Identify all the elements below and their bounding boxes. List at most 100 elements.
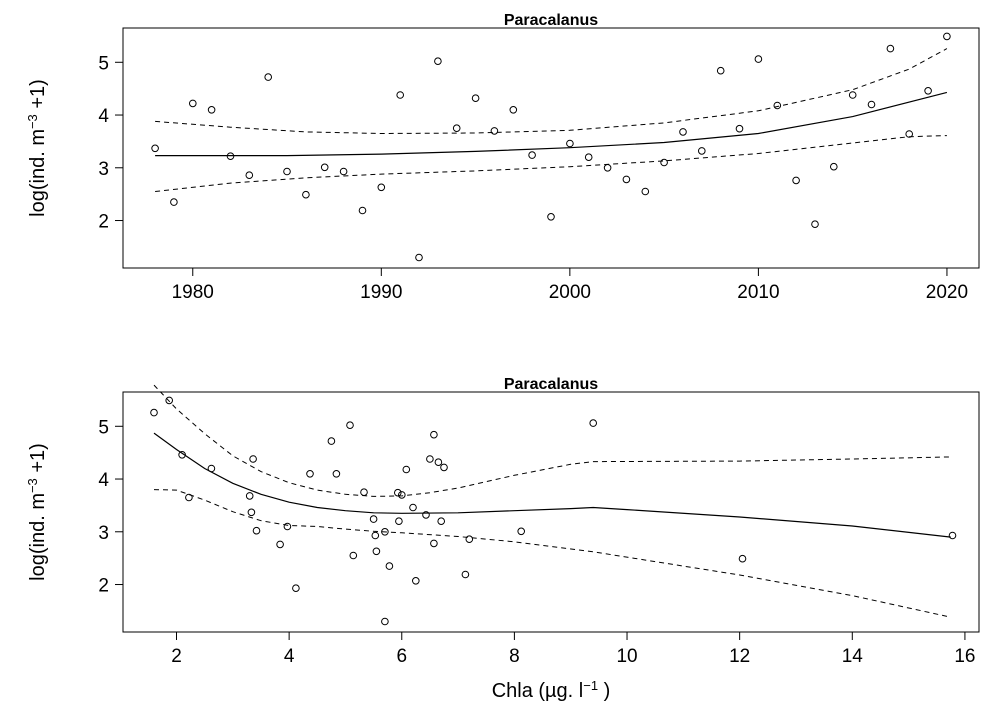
data-point (151, 144, 159, 153)
data-point (792, 176, 800, 185)
data-point (437, 517, 446, 526)
data-point (867, 100, 876, 109)
y-tick-label: 2 (98, 576, 109, 597)
data-point (622, 175, 631, 184)
data-point (415, 253, 423, 262)
data-point (372, 547, 381, 556)
x-axis-label-text: Chla (µg. l (492, 680, 584, 702)
y-tick-label: 2 (98, 212, 109, 233)
data-point (490, 127, 499, 135)
data-point (381, 528, 389, 536)
chart-title: Paracalanus (504, 376, 598, 393)
y-axis-label-suffix: +1) (27, 443, 49, 478)
data-point (943, 32, 951, 41)
x-tick-label: 1990 (360, 282, 402, 303)
data-point (396, 91, 405, 99)
data-point (358, 206, 367, 215)
panel-2: Paracalanus 2 4 6 8 10 12 14 16 2 3 4 5 log(ind. m−3 … (25, 376, 980, 702)
x-tick-label: 8 (509, 646, 520, 667)
data-point (426, 455, 434, 463)
data-point (283, 167, 291, 176)
data-point (566, 139, 574, 148)
data-point (924, 87, 932, 95)
data-point (371, 531, 380, 540)
fitted-trend-line (153, 432, 951, 538)
data-point (346, 421, 354, 430)
x-tick-label: 12 (729, 646, 750, 667)
data-point (716, 66, 725, 75)
data-point (517, 527, 526, 536)
data-point (528, 151, 536, 159)
data-point (207, 464, 216, 473)
data-point (189, 99, 197, 108)
data-point (905, 130, 914, 138)
data-point (440, 463, 448, 472)
data-point (660, 158, 668, 167)
data-point (509, 106, 518, 114)
x-tick-label: 2010 (737, 282, 779, 303)
data-point (811, 220, 819, 228)
data-point (377, 183, 386, 192)
x-axis-label-superscript: −1 (583, 678, 598, 693)
data-point (252, 526, 261, 535)
data-point (165, 396, 173, 405)
data-point (395, 517, 403, 526)
data-point (603, 164, 612, 172)
y-tick-label: 5 (98, 53, 109, 74)
confidence-band-lower (155, 135, 947, 192)
data-point (848, 91, 857, 99)
data-point (178, 451, 186, 459)
data-point (369, 515, 378, 523)
data-point (276, 540, 284, 549)
data-point (641, 187, 650, 196)
data-point (402, 465, 411, 474)
data-point (327, 437, 336, 445)
x-tick-label: 1980 (172, 282, 214, 303)
data-point (207, 106, 216, 114)
y-axis-label-superscript: −3 (25, 114, 40, 129)
data-point (679, 128, 687, 136)
y-tick-label: 3 (98, 523, 109, 544)
data-point (754, 55, 763, 63)
confidence-band-lower (153, 489, 951, 618)
data-point (226, 152, 235, 160)
y-axis-label-text: log(ind. m (27, 129, 49, 217)
data-point (434, 458, 443, 467)
data-point (249, 455, 257, 463)
data-point (430, 539, 438, 548)
y-axis-label: log(ind. m−3 +1) (25, 79, 50, 217)
data-point (461, 570, 470, 579)
data-point (471, 94, 480, 102)
y-axis-label: log(ind. m−3 +1) (25, 443, 50, 581)
data-point (292, 584, 300, 593)
data-point (360, 488, 368, 497)
x-tick-label: 16 (954, 646, 975, 667)
panel-1: Paracalanus 1980 1990 2000 2010 2020 2 3 4 5 log(i… (25, 12, 980, 303)
data-point (332, 470, 341, 478)
y-axis-label-suffix: +1) (27, 79, 49, 114)
x-tick-label: 14 (842, 646, 864, 667)
data-point (948, 531, 957, 540)
data-point (245, 171, 254, 179)
data-point (320, 163, 329, 172)
data-point (422, 511, 430, 519)
data-point (185, 493, 193, 502)
data-point (398, 491, 406, 499)
data-point (349, 551, 358, 560)
data-point (339, 167, 348, 176)
x-tick-label: 6 (396, 646, 407, 667)
data-point (170, 198, 178, 206)
data-point (698, 147, 706, 155)
data-point (306, 470, 314, 478)
x-axis-label: Chla (µg. l−1 ) (492, 678, 611, 703)
data-point (247, 508, 256, 517)
data-point (394, 488, 402, 497)
x-tick-label: 2020 (926, 282, 968, 303)
y-tick-label: 4 (98, 470, 109, 491)
chart-title: Paracalanus (504, 12, 598, 29)
plot-frame (122, 391, 980, 633)
data-point (886, 44, 895, 53)
data-point (412, 577, 420, 585)
data-point (735, 124, 744, 133)
